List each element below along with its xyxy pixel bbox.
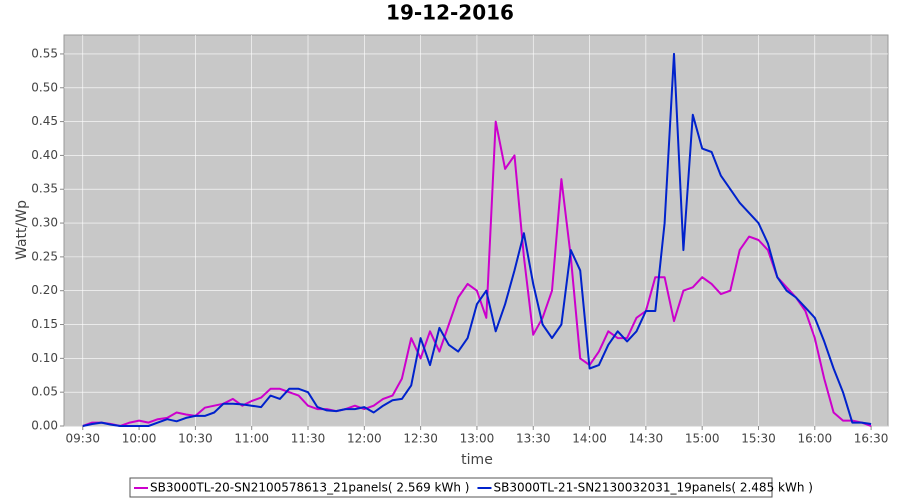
legend [129,477,773,498]
y-tick-label: 0.30 [31,216,58,230]
plot-area [63,34,889,427]
x-tick-label: 16:00 [798,432,833,446]
y-tick-label: 0.40 [31,148,58,162]
y-tick-label: 0.45 [31,114,58,128]
y-tick-label: 0.10 [31,351,58,365]
x-tick-label: 13:00 [460,432,495,446]
x-tick-label: 10:00 [122,432,157,446]
x-tick-label: 10:30 [178,432,213,446]
x-tick-label: 11:30 [291,432,326,446]
x-tick-label: 13:30 [516,432,551,446]
y-tick-label: 0.55 [31,46,58,60]
x-axis-label: time [461,452,493,468]
y-tick-label: 0.15 [31,317,58,331]
x-tick-label: 09:30 [65,432,100,446]
x-tick-label: 11:00 [234,432,269,446]
x-tick-label: 15:00 [685,432,720,446]
y-tick-label: 0.20 [31,283,58,297]
series-line [82,120,872,427]
legend-text: SB3000TL-20-SN2100578613_21panels( 2.569… [150,481,469,495]
y-tick-label: 0.25 [31,249,58,263]
x-tick-label: 14:30 [629,432,664,446]
chart-title: 19-12-2016 [386,1,514,25]
y-tick-label: 0.05 [31,385,58,399]
x-tick-label: 15:30 [741,432,776,446]
y-tick-label: 0.35 [31,182,58,196]
x-tick-label: 14:00 [572,432,607,446]
legend-text: SB3000TL-21-SN2130032031_19panels( 2.485… [493,481,812,495]
y-axis-label: Watt/Wp [14,200,30,260]
x-tick-label: 16:30 [854,432,889,446]
y-tick-label: 0.50 [31,80,58,94]
x-tick-label: 12:00 [347,432,382,446]
series-line [82,52,872,427]
y-tick-label: 0.00 [31,419,58,433]
x-tick-label: 12:30 [403,432,438,446]
